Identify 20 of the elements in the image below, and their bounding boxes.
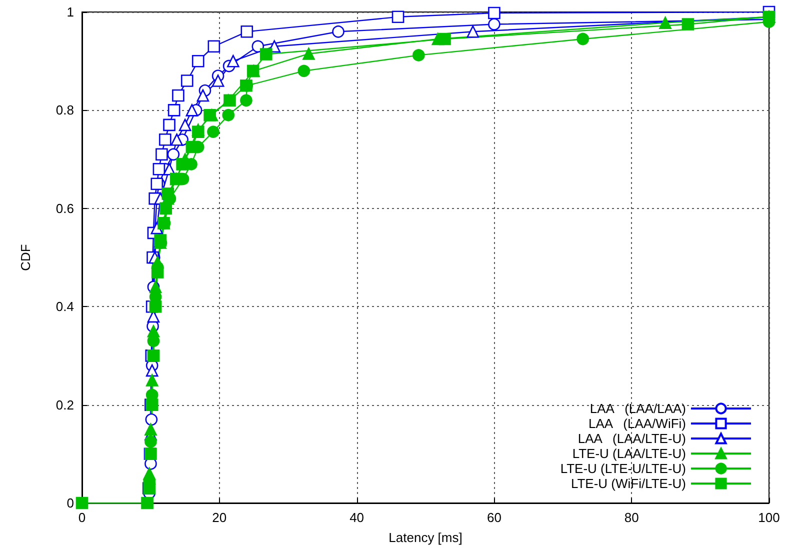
y-tick-label: 0.4 [56,299,74,314]
legend-label: LAA (LAA/LTE-U) [578,431,686,446]
legend-label: LAA (LAA/LAA) [590,401,686,416]
y-tick-label: 0 [66,496,74,510]
x-tick-label: 80 [624,510,639,525]
y-tick-label: 0.6 [56,200,74,216]
y-axis-title: CDF [18,244,33,271]
y-tick-label: 1 [66,4,74,20]
x-tick-label: 40 [350,510,364,525]
x-axis-title: Latency [ms] [388,530,462,545]
legend-label: LTE-U (LTE-U/LTE-U) [560,461,686,476]
legend-label: LAA (LAA/WiFi) [588,416,686,431]
legend-label: LTE-U (LAA/LTE-U) [572,446,686,461]
y-tick-label: 0.8 [56,102,74,118]
x-tick-label: 0 [78,510,86,525]
x-tick-label: 100 [758,510,780,525]
y-tick-label: 0.2 [56,397,74,412]
legend-label: LTE-U (WiFi/LTE-U) [570,476,686,491]
x-tick-label: 20 [212,510,227,525]
x-tick-label: 60 [486,510,502,525]
